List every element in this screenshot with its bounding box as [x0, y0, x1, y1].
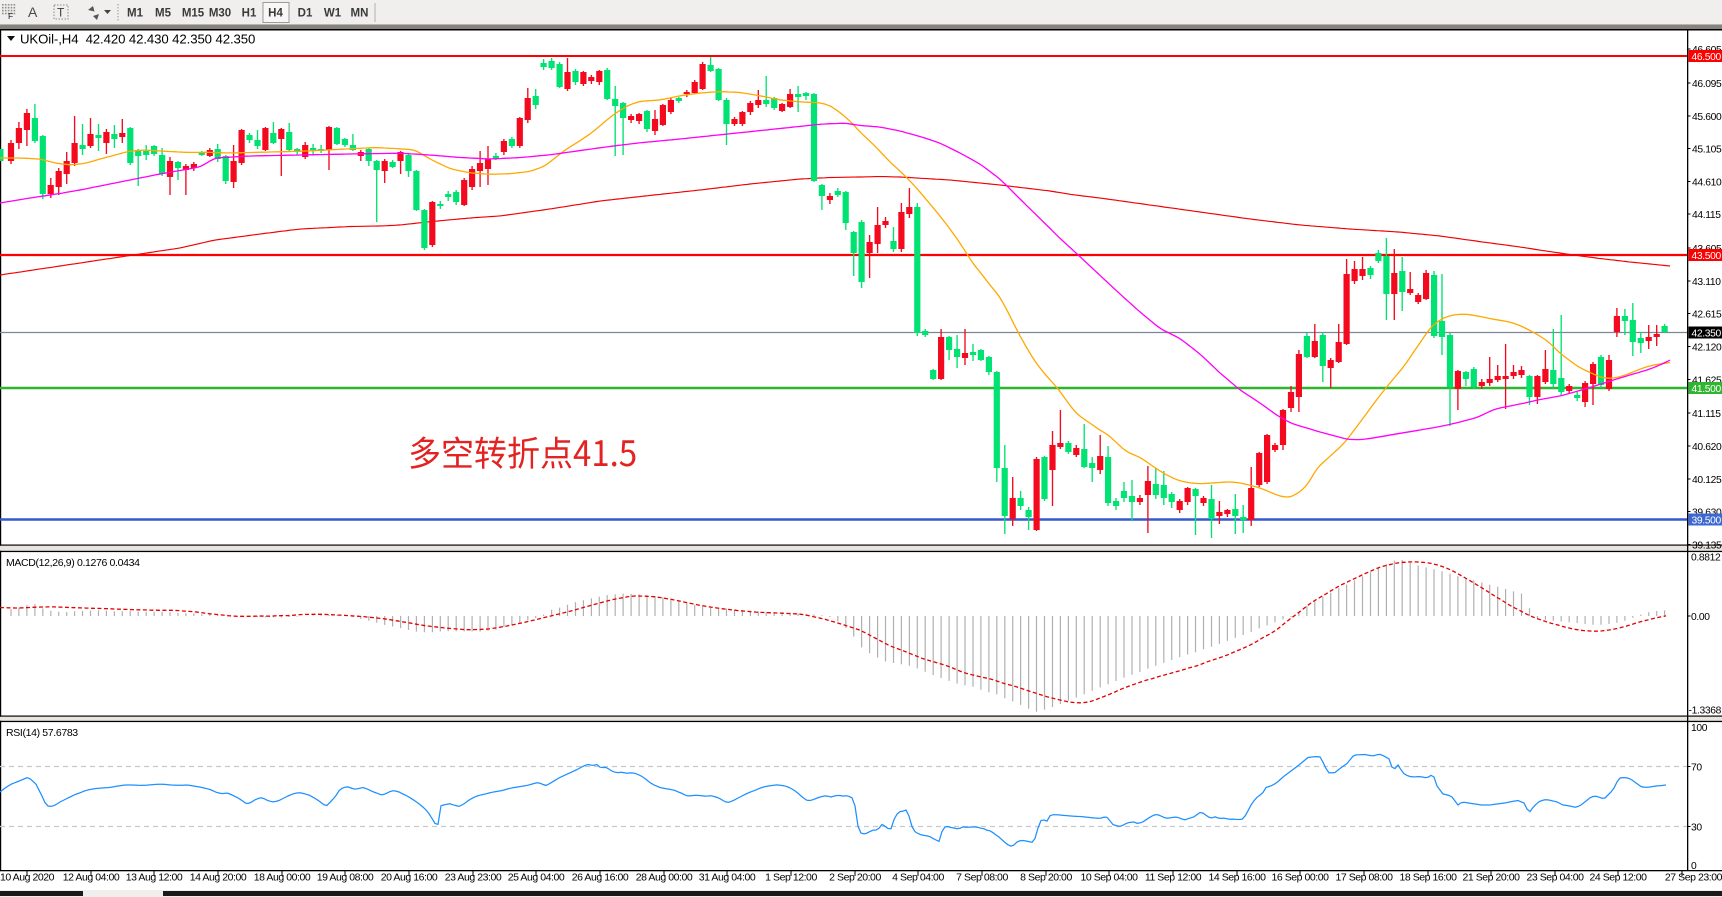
svg-text:17 Sep 08:00: 17 Sep 08:00: [1335, 872, 1393, 884]
svg-text:46.500: 46.500: [1692, 52, 1722, 63]
svg-text:46.095: 46.095: [1692, 79, 1722, 90]
svg-text:T: T: [57, 6, 65, 20]
svg-text:41.625: 41.625: [1692, 375, 1722, 386]
svg-text:11 Sep 12:00: 11 Sep 12:00: [1145, 872, 1202, 884]
svg-text:16 Sep 00:00: 16 Sep 00:00: [1271, 872, 1329, 884]
svg-text:1 Sep 12:00: 1 Sep 12:00: [765, 872, 817, 884]
svg-text:12 Aug 04:00: 12 Aug 04:00: [63, 872, 120, 884]
svg-text:43.500: 43.500: [1692, 251, 1722, 262]
svg-text:100: 100: [1691, 723, 1708, 734]
svg-text:0: 0: [1691, 861, 1697, 872]
svg-text:M15: M15: [182, 8, 205, 20]
svg-text:RSI(14) 57.6783: RSI(14) 57.6783: [6, 727, 78, 739]
svg-text:F: F: [8, 11, 13, 21]
svg-text:40.125: 40.125: [1692, 475, 1722, 486]
svg-text:39.630: 39.630: [1692, 507, 1722, 518]
svg-text:0.8812: 0.8812: [1691, 553, 1721, 564]
svg-text:MACD(12,26,9) 0.1276 0.0434: MACD(12,26,9) 0.1276 0.0434: [6, 557, 140, 569]
svg-text:19 Aug 08:00: 19 Aug 08:00: [317, 872, 374, 884]
svg-text:10 Aug 2020: 10 Aug 2020: [0, 872, 55, 884]
svg-text:18 Aug 00:00: 18 Aug 00:00: [254, 872, 311, 884]
svg-text:A: A: [28, 4, 38, 20]
svg-text:14 Sep 16:00: 14 Sep 16:00: [1208, 872, 1266, 884]
svg-text:D1: D1: [298, 8, 313, 20]
svg-text:26 Aug 16:00: 26 Aug 16:00: [572, 872, 629, 884]
svg-text:10 Sep 04:00: 10 Sep 04:00: [1080, 872, 1138, 884]
svg-text:H4: H4: [268, 8, 283, 20]
svg-text:M5: M5: [155, 8, 172, 20]
svg-text:44.610: 44.610: [1692, 177, 1722, 188]
svg-text:42.615: 42.615: [1692, 309, 1722, 320]
svg-text:7 Sep 08:00: 7 Sep 08:00: [956, 872, 1008, 884]
svg-text:42.350: 42.350: [1692, 328, 1722, 339]
svg-text:H1: H1: [242, 8, 257, 20]
svg-text:43.110: 43.110: [1692, 277, 1721, 288]
svg-text:21 Sep 20:00: 21 Sep 20:00: [1462, 872, 1520, 884]
svg-text:24 Sep 12:00: 24 Sep 12:00: [1589, 872, 1647, 884]
svg-text:27 Sep 23:00: 27 Sep 23:00: [1665, 872, 1722, 884]
svg-text:45.105: 45.105: [1692, 144, 1722, 155]
svg-text:4 Sep 04:00: 4 Sep 04:00: [892, 872, 944, 884]
svg-text:40.620: 40.620: [1692, 442, 1722, 453]
svg-text:UKOil-,H4 42.420 42.430 42.35: UKOil-,H4 42.420 42.430 42.350 42.350: [20, 32, 255, 47]
svg-text:70: 70: [1691, 763, 1702, 774]
svg-text:8 Sep 20:00: 8 Sep 20:00: [1020, 872, 1072, 884]
svg-text:M30: M30: [209, 8, 231, 20]
svg-text:42.120: 42.120: [1692, 342, 1722, 353]
svg-text:M1: M1: [127, 8, 144, 20]
svg-text:41.115: 41.115: [1692, 409, 1721, 420]
svg-text:2 Sep 20:00: 2 Sep 20:00: [829, 872, 881, 884]
svg-text:W1: W1: [324, 8, 342, 20]
svg-text:39.500: 39.500: [1692, 515, 1722, 526]
svg-text:23 Aug 23:00: 23 Aug 23:00: [445, 872, 502, 884]
svg-text:31 Aug 04:00: 31 Aug 04:00: [699, 872, 756, 884]
svg-text:13 Aug 12:00: 13 Aug 12:00: [126, 872, 183, 884]
svg-text:45.600: 45.600: [1692, 112, 1722, 123]
svg-text:18 Sep 16:00: 18 Sep 16:00: [1399, 872, 1457, 884]
svg-text:0.00: 0.00: [1691, 612, 1710, 623]
svg-text:23 Sep 04:00: 23 Sep 04:00: [1526, 872, 1584, 884]
svg-text:25 Aug 04:00: 25 Aug 04:00: [508, 872, 565, 884]
svg-text:41.500: 41.500: [1692, 384, 1722, 395]
svg-text:44.115: 44.115: [1692, 210, 1721, 221]
svg-text:-1.3368: -1.3368: [1689, 706, 1722, 717]
svg-text:30: 30: [1691, 823, 1702, 834]
svg-text:MN: MN: [351, 8, 369, 20]
svg-text:28 Aug 00:00: 28 Aug 00:00: [636, 872, 693, 884]
svg-text:39.135: 39.135: [1692, 540, 1722, 551]
svg-text:14 Aug 20:00: 14 Aug 20:00: [190, 872, 247, 884]
svg-text:20 Aug 16:00: 20 Aug 16:00: [381, 872, 438, 884]
